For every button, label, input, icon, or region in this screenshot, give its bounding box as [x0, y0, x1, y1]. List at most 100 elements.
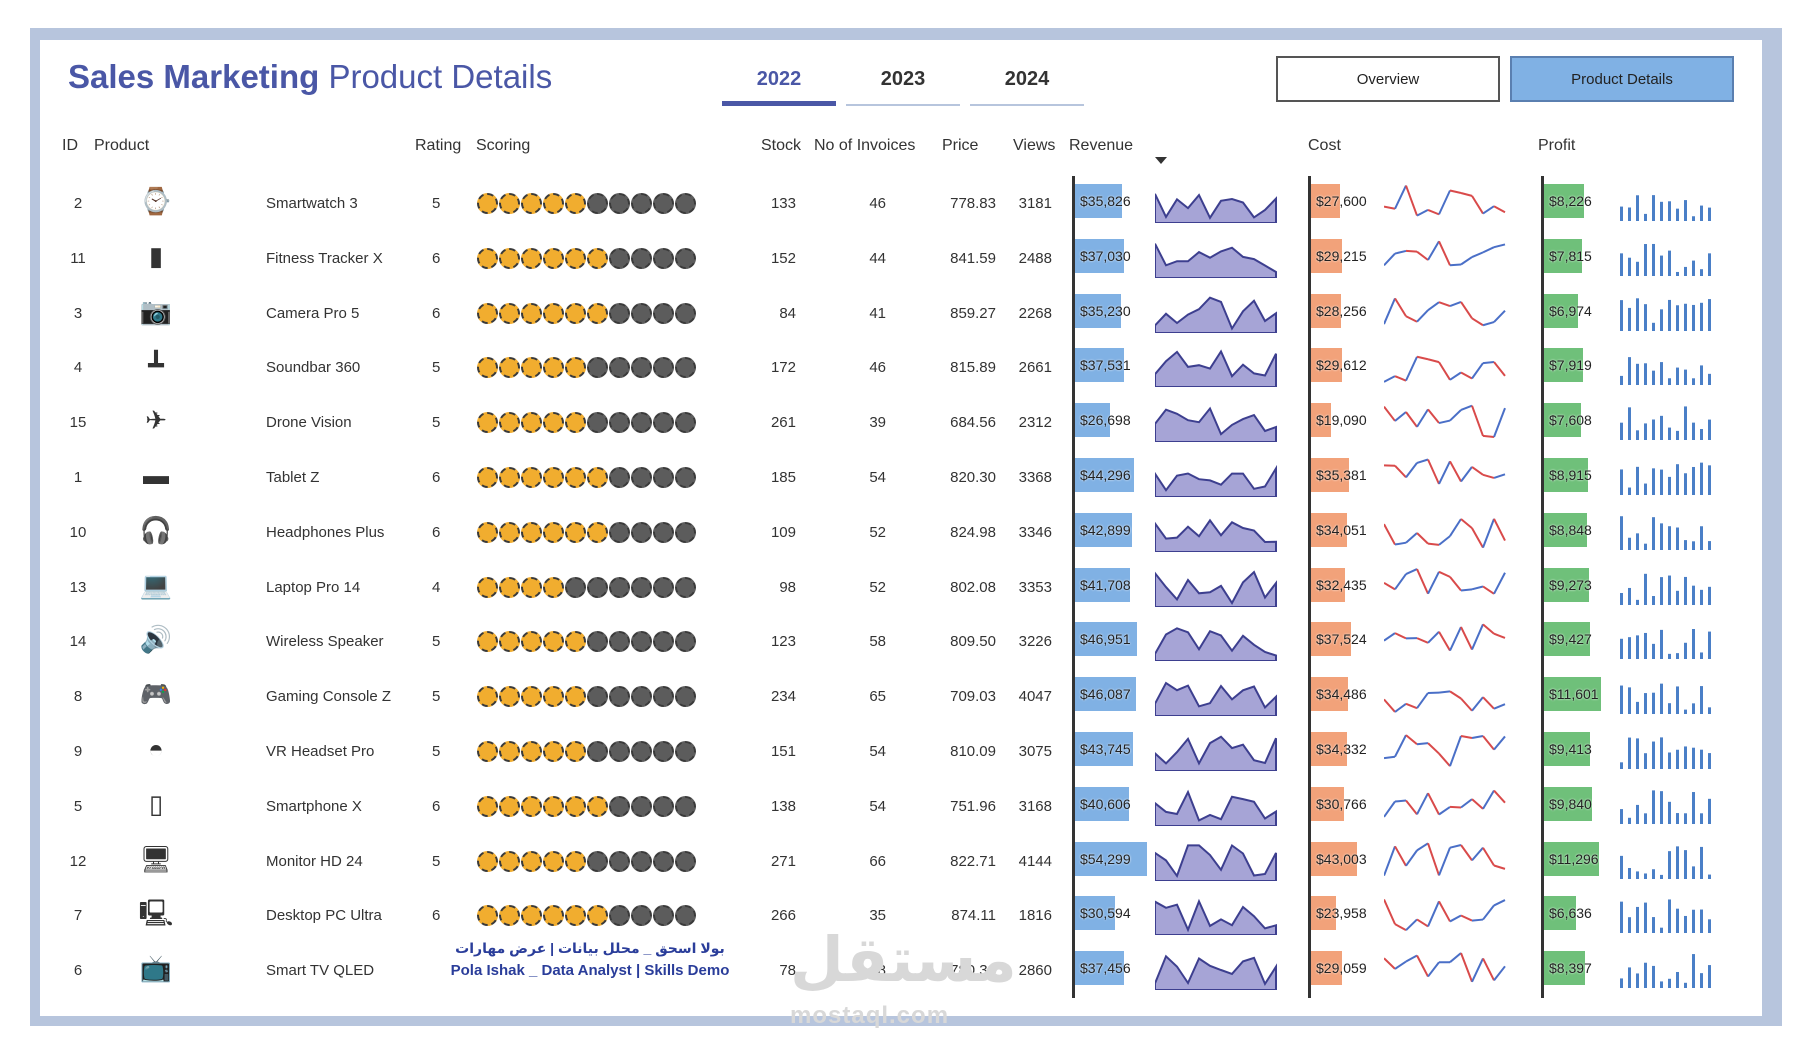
tab-year-2023[interactable]: 2023 — [846, 58, 960, 106]
score-dot-empty — [609, 905, 630, 927]
cost-bar — [1310, 951, 1342, 986]
rating-value: 5 — [432, 359, 441, 377]
rating-value: 5 — [432, 688, 441, 706]
row-id: 4 — [73, 359, 83, 377]
cost-bar — [1310, 677, 1348, 712]
profit-value: $6,636 — [1549, 905, 1592, 922]
profit-sparkline — [1620, 243, 1711, 276]
price-value: 684.56 — [950, 414, 996, 432]
cost-bar — [1310, 786, 1344, 821]
score-dot-empty — [653, 193, 674, 214]
cost-value: $23,958 — [1316, 905, 1367, 922]
column-header-invoices: No of Invoices — [814, 137, 916, 154]
profit-value: $8,848 — [1549, 521, 1592, 538]
cost-value: $37,524 — [1316, 631, 1367, 648]
price-value: 874.11 — [951, 907, 996, 925]
sort-arrow-icon[interactable] — [1155, 157, 1167, 164]
scoring-dots — [477, 357, 696, 379]
score-dot-empty — [675, 247, 696, 269]
score-dot-filled — [521, 741, 542, 762]
score-dot-filled — [587, 521, 608, 543]
cost-sparkline — [1384, 404, 1506, 439]
score-dot-empty — [631, 686, 652, 708]
tab-year-2024[interactable]: 2024 — [970, 58, 1084, 106]
invoices-value: 58 — [869, 633, 886, 651]
page-title-rest: Product Details — [328, 58, 553, 95]
score-dot-empty — [609, 412, 630, 434]
score-dot-empty — [631, 576, 652, 598]
profit-bar — [1543, 293, 1578, 328]
score-dot-empty — [675, 576, 696, 598]
score-dot-filled — [477, 631, 498, 653]
revenue-sparkline — [1155, 681, 1277, 717]
score-dot-filled — [521, 467, 542, 488]
score-dot-filled — [499, 795, 520, 817]
score-dot-filled — [477, 905, 498, 927]
product-name: Camera Pro 5 — [266, 304, 360, 322]
profit-sparkline — [1620, 516, 1711, 550]
price-value: 709.03 — [950, 688, 996, 706]
score-dot-empty — [609, 302, 630, 324]
camera-icon: 📷 — [139, 295, 173, 326]
score-dot-filled — [499, 412, 520, 434]
profit-bar — [1543, 238, 1582, 273]
page-title: Sales Marketing Product Details — [68, 58, 552, 96]
score-dot-filled — [521, 302, 542, 324]
product-name: Smartphone X — [266, 797, 362, 815]
revenue-value: $37,030 — [1080, 247, 1131, 264]
revenue-sparkline — [1155, 627, 1277, 662]
cost-sparkline — [1384, 567, 1506, 595]
score-dot-empty — [653, 467, 674, 488]
score-dot-empty — [631, 412, 652, 434]
score-dot-filled — [477, 412, 498, 434]
profit-sparkline — [1620, 462, 1711, 495]
revenue-value: $43,745 — [1080, 741, 1131, 757]
row-id: 10 — [69, 523, 87, 541]
price-value: 802.08 — [950, 578, 996, 596]
cost-value: $34,051 — [1316, 521, 1367, 538]
score-dot-filled — [499, 741, 520, 762]
revenue-sparkline — [1155, 518, 1277, 552]
rating-value: 6 — [432, 304, 441, 322]
revenue-bar — [1074, 896, 1115, 931]
score-dot-empty — [653, 795, 674, 817]
score-dot-filled — [543, 357, 564, 379]
scoring-dots — [477, 302, 696, 324]
column-header-rating: Rating — [415, 137, 462, 154]
revenue-sparkline — [1155, 954, 1277, 991]
score-dot-empty — [631, 850, 652, 872]
invoices-value: 35 — [869, 907, 886, 925]
overview-button[interactable]: Overview — [1276, 56, 1500, 102]
profit-value: $11,601 — [1549, 686, 1599, 703]
price-value: 751.96 — [950, 797, 996, 815]
row-id: 14 — [69, 633, 87, 651]
views-value: 4144 — [1018, 852, 1052, 870]
profit-sparkline — [1620, 954, 1711, 989]
profit-value: $9,413 — [1549, 741, 1592, 757]
invoices-value: 39 — [869, 414, 886, 432]
score-dot-empty — [631, 905, 652, 927]
cost-value: $34,332 — [1316, 741, 1367, 757]
invoices-value: 46 — [869, 195, 886, 212]
tab-year-2022[interactable]: 2022 — [722, 58, 836, 106]
profit-bar — [1543, 403, 1581, 438]
score-dot-empty — [631, 741, 652, 762]
invoices-value: 54 — [869, 797, 886, 815]
drone-icon: ✈ — [145, 405, 167, 436]
bar-axis-line — [1541, 176, 1544, 998]
cost-bar — [1310, 512, 1347, 547]
invoices-value: 52 — [869, 578, 886, 596]
column-header-views: Views — [1013, 137, 1056, 154]
column-header-stock: Stock — [761, 137, 802, 154]
scoring-dots — [477, 850, 696, 872]
cost-sparkline — [1384, 789, 1506, 818]
cost-bar — [1310, 293, 1341, 328]
score-dot-filled — [543, 850, 564, 872]
stock-value: 138 — [770, 797, 796, 815]
cost-value: $29,215 — [1316, 247, 1367, 264]
product-details-button[interactable]: Product Details — [1510, 56, 1734, 102]
product-name: Wireless Speaker — [266, 633, 384, 651]
watermark-logo: مستقل — [790, 926, 1017, 995]
invoices-value: 65 — [869, 688, 886, 706]
column-header-profit: Profit — [1538, 137, 1576, 154]
